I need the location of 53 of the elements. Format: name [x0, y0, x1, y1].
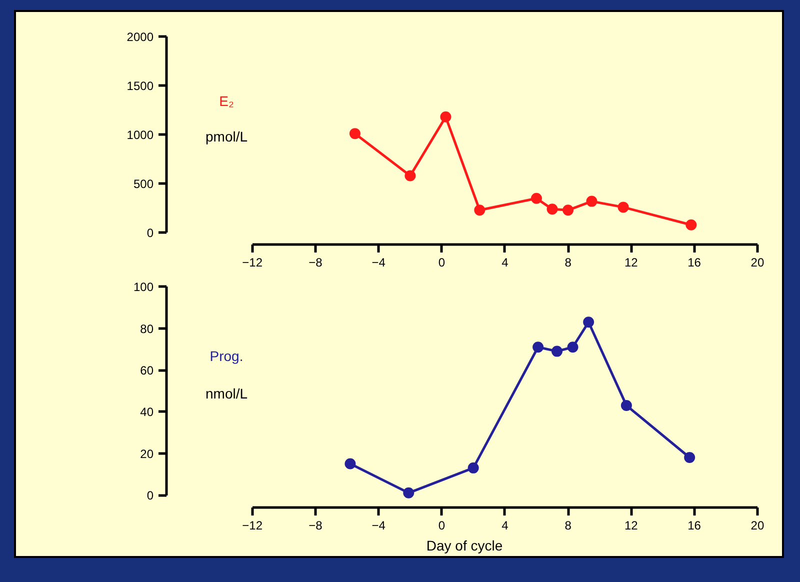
- point: [684, 452, 696, 464]
- y-tick-label: 500: [133, 177, 154, 192]
- x-tick-label: 16: [688, 256, 702, 270]
- point: [349, 128, 360, 140]
- point: [567, 342, 578, 353]
- point: [530, 192, 542, 204]
- point: [686, 219, 697, 230]
- y-tick-label: 40: [140, 405, 154, 420]
- point: [546, 204, 558, 215]
- x-tick-label: −8: [308, 256, 323, 270]
- point: [440, 111, 452, 122]
- text: E₂: [219, 93, 234, 110]
- x-tick-label: 4: [502, 518, 509, 532]
- point: [403, 487, 414, 498]
- y-tick-label: 1500: [126, 78, 154, 93]
- point: [474, 204, 486, 216]
- point: [562, 204, 574, 216]
- x-axis-title: Day of cycle: [426, 538, 503, 554]
- x-tick-label: 20: [750, 518, 764, 532]
- y-tick-label: 1000: [126, 128, 154, 142]
- x-tick-label: 0: [438, 518, 446, 532]
- point: [583, 316, 594, 328]
- point: [468, 462, 479, 474]
- x-tick-label: 0: [438, 256, 446, 270]
- x-tick-label: 4: [502, 256, 509, 270]
- x-tick-label: 16: [688, 518, 702, 532]
- x-tick-label: 12: [624, 518, 638, 532]
- x-tick-label: −4: [372, 256, 386, 270]
- y-tick-label: 60: [140, 364, 154, 378]
- text: Prog.: [210, 348, 244, 364]
- point: [618, 202, 629, 213]
- x-tick-label: −8: [308, 518, 323, 532]
- y-axis-title: pmol/L: [205, 128, 248, 144]
- x-tick-label: 8: [564, 518, 572, 532]
- y-tick-label: 80: [140, 322, 154, 336]
- x-tick-label: −4: [372, 518, 386, 532]
- x-tick-label: 8: [564, 256, 572, 270]
- y-tick-label: 0: [146, 226, 154, 240]
- point: [620, 400, 632, 411]
- y-tick-label: 100: [133, 280, 154, 294]
- point: [404, 170, 416, 182]
- x-tick-label: −12: [242, 518, 263, 532]
- x-tick-label: 12: [624, 256, 638, 270]
- point: [551, 346, 562, 357]
- y-axis-title: nmol/L: [205, 385, 248, 402]
- x-tick-label: −12: [242, 256, 263, 270]
- y-tick-label: 2000: [126, 30, 154, 44]
- y-tick-label: 0: [146, 488, 154, 503]
- y-tick-label: 20: [140, 446, 154, 461]
- point: [532, 342, 544, 353]
- point: [586, 196, 598, 207]
- point: [344, 458, 356, 470]
- x-tick-label: 20: [750, 256, 764, 270]
